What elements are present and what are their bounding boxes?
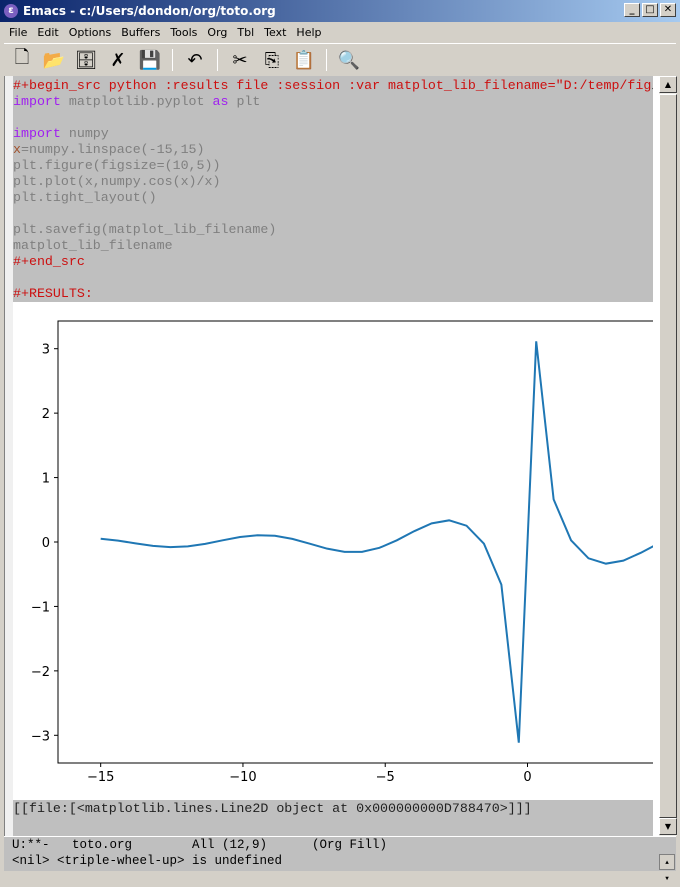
title-bar: ε Emacs - c:/Users/dondon/org/toto.org _…: [0, 0, 680, 22]
code-line: plt.plot(x,numpy.cos(x)/x): [13, 174, 653, 190]
y-tick-label: −2: [31, 665, 50, 680]
result-link[interactable]: [[file:[<matplotlib.lines.Line2D object …: [13, 800, 653, 836]
source-block[interactable]: ➜#+begin_src python :results file :sessi…: [13, 76, 653, 302]
code-token: import: [13, 94, 61, 109]
plot-background: [13, 302, 653, 800]
menu-file[interactable]: File: [9, 25, 28, 39]
code-line: [13, 270, 653, 286]
y-tick-label: 2: [42, 407, 50, 422]
scroll-down-arrow-icon[interactable]: ▼: [659, 818, 677, 835]
code-line: #+RESULTS:: [13, 286, 653, 302]
code-line: import matplotlib.pyplot as plt: [13, 94, 653, 110]
menu-edit[interactable]: Edit: [37, 25, 59, 39]
code-token: plt: [228, 94, 261, 109]
code-token: plt.tight_layout(): [13, 190, 157, 205]
code-line: x=numpy.linspace(-15,15): [13, 142, 653, 158]
code-token: import: [13, 126, 61, 141]
undo-icon[interactable]: ↶: [187, 49, 203, 71]
scroll-up-arrow-icon[interactable]: ▲: [659, 76, 677, 93]
emacs-icon: ε: [4, 4, 18, 18]
toolbar-separator: [172, 49, 173, 71]
menu-tbl[interactable]: Tbl: [237, 25, 255, 39]
truncation-arrow-icon: ➜: [652, 82, 653, 98]
editor-window[interactable]: ➜#+begin_src python :results file :sessi…: [4, 76, 677, 836]
x-tick-label: −10: [229, 770, 256, 785]
mode-line: U:**- toto.org All (12,9) (Org Fill): [4, 836, 676, 853]
series-line: [100, 341, 653, 743]
code-line: import numpy: [13, 126, 653, 142]
vertical-scrollbar[interactable]: ▲ ▼: [659, 76, 677, 836]
code-line: [13, 206, 653, 222]
left-fringe: [5, 76, 13, 836]
menu-tools[interactable]: Tools: [170, 25, 198, 39]
window-title: Emacs - c:/Users/dondon/org/toto.org: [23, 4, 276, 18]
y-tick-label: −1: [31, 600, 50, 615]
maximize-button[interactable]: □: [642, 3, 658, 17]
x-tick-label: −15: [87, 770, 114, 785]
code-line: [13, 110, 653, 126]
code-token: as: [212, 94, 229, 109]
code-line: matplot_lib_filename: [13, 238, 653, 254]
paste-icon[interactable]: 📋: [292, 49, 316, 71]
x-tick-label: 0: [523, 770, 531, 785]
code-token: matplot_lib_filename: [13, 238, 173, 253]
code-line: plt.savefig(matplot_lib_filename): [13, 222, 653, 238]
code-token: plt.plot(x,numpy.cos(x)/x): [13, 174, 221, 189]
save-icon[interactable]: 💾: [138, 49, 162, 71]
x-tick-label: −5: [376, 770, 395, 785]
menu-options[interactable]: Options: [68, 25, 112, 39]
y-tick-label: 0: [42, 536, 50, 551]
new-file-icon[interactable]: 🗋: [14, 47, 30, 68]
code-line: #+begin_src python :results file :sessio…: [13, 78, 653, 94]
echo-area[interactable]: <nil> <triple-wheel-up> is undefined ▲ ▼: [4, 853, 676, 882]
cut-icon[interactable]: ✂: [232, 49, 248, 71]
code-token: #+begin_src python :results file :sessio…: [13, 78, 652, 93]
minimize-button[interactable]: _: [624, 3, 640, 17]
code-token: matplotlib.pyplot: [60, 94, 213, 109]
search-icon[interactable]: 🔍: [337, 49, 361, 71]
code-token: plt.savefig(matplot_lib_filename): [13, 222, 277, 237]
code-line: #+end_src: [13, 254, 653, 270]
close-button[interactable]: ✕: [660, 3, 676, 17]
menu-buffers[interactable]: Buffers: [121, 25, 161, 39]
minibuffer-scroll-icon[interactable]: ▲ ▼: [659, 854, 675, 882]
scroll-thumb[interactable]: [659, 94, 677, 818]
code-token: plt.figure(figsize=(10,5)): [13, 158, 221, 173]
dired-cabinet-icon[interactable]: 🗄: [74, 49, 98, 71]
echo-message: <nil> <triple-wheel-up> is undefined: [12, 854, 283, 868]
close-icon[interactable]: ✗: [110, 49, 126, 71]
menu-org[interactable]: Org: [207, 25, 228, 39]
code-line: plt.tight_layout(): [13, 190, 653, 206]
toolbar-separator: [326, 49, 327, 71]
code-token: =numpy.linspace(-15,15): [20, 142, 205, 157]
toolbar-separator: [217, 49, 218, 71]
y-tick-label: 3: [42, 343, 50, 358]
code-token: numpy: [60, 126, 109, 141]
menu-bar: File Edit Options Buffers Tools Org Tbl Text Hel…: [0, 22, 327, 42]
open-folder-icon[interactable]: 📂: [42, 49, 66, 71]
code-token: x: [13, 142, 21, 157]
copy-icon[interactable]: ⎘: [264, 49, 280, 71]
y-tick-label: −3: [31, 729, 50, 744]
inline-plot-image: −15 −10 −5 0 3 2 1 0 −1 −2 −3: [13, 302, 653, 800]
code-line: plt.figure(figsize=(10,5)): [13, 158, 653, 174]
toolbar: 🗋 📂 🗄 ✗ 💾 ↶ ✂ ⎘ 📋 🔍: [4, 43, 676, 76]
code-token: #+RESULTS:: [13, 286, 93, 301]
menu-help[interactable]: Help: [296, 25, 322, 39]
y-tick-label: 1: [42, 472, 50, 487]
code-token: #+end_src: [13, 254, 85, 269]
menu-text[interactable]: Text: [264, 25, 287, 39]
